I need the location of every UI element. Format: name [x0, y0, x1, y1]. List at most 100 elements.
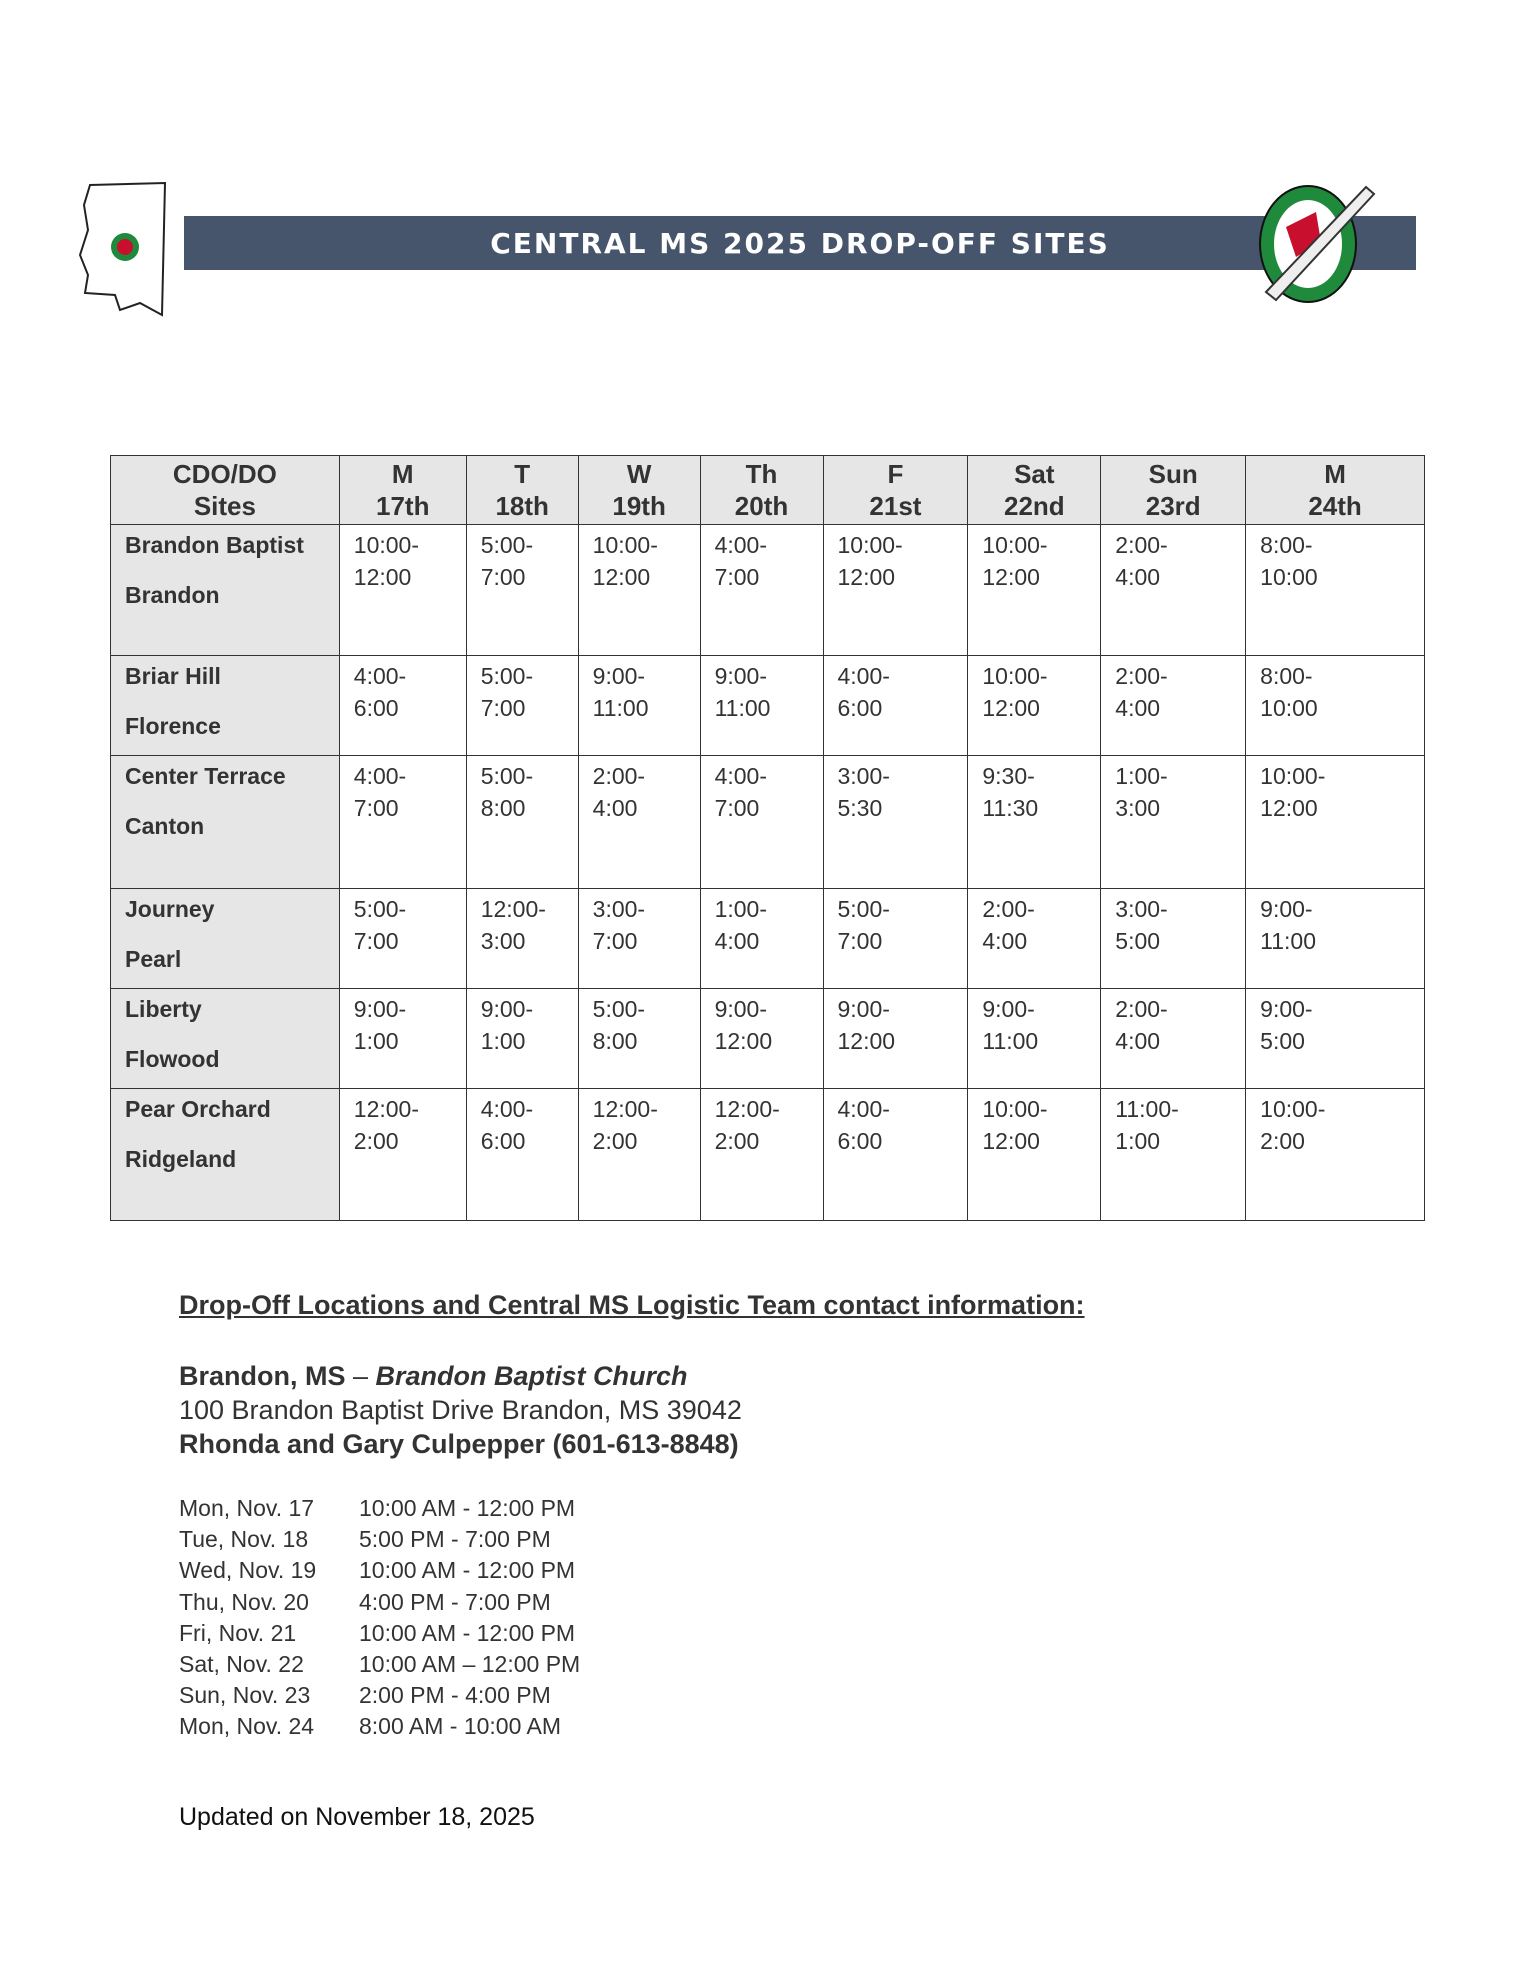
time-end: 2:00: [1260, 1128, 1305, 1154]
time-start: 2:00-: [592, 763, 646, 789]
time-start: 10:00-: [982, 1096, 1048, 1122]
time-start: 1:00-: [1115, 763, 1168, 789]
site-cell: Briar Hill Florence: [110, 655, 340, 756]
column-header-line2: 21st: [869, 491, 922, 521]
schedule-time: 2:00 PM - 4:00 PM: [359, 1682, 551, 1709]
time-start: 10:00-: [837, 532, 903, 558]
time-cell: 9:30- 11:30: [967, 755, 1102, 889]
time-end: 7:00: [714, 795, 760, 821]
time-end: 7:00: [480, 695, 526, 721]
column-header-line1: T: [514, 459, 531, 489]
time-start: 4:00-: [353, 663, 407, 689]
column-header: CDO/DO Sites: [110, 455, 340, 525]
time-start: 10:00-: [982, 532, 1048, 558]
separator: –: [345, 1361, 376, 1391]
time-end: 12:00: [837, 1028, 896, 1054]
time-end: 12:00: [982, 1128, 1040, 1154]
schedule-item: Sun, Nov. 23 2:00 PM - 4:00 PM: [179, 1680, 1085, 1711]
time-cell: 4:00- 6:00: [338, 655, 467, 756]
schedule-day: Mon, Nov. 24: [179, 1713, 315, 1740]
time-end: 7:00: [592, 928, 638, 954]
column-header-line2: 17th: [376, 491, 430, 521]
time-cell: 5:00- 7:00: [465, 524, 579, 656]
column-header-line2: 22nd: [1003, 491, 1065, 521]
time-end: 7:00: [353, 928, 399, 954]
time-cell: 8:00- 10:00: [1245, 655, 1425, 756]
schedule-time: 8:00 AM - 10:00 AM: [359, 1713, 562, 1740]
time-cell: 5:00- 8:00: [577, 988, 701, 1089]
time-start: 4:00-: [837, 663, 890, 689]
time-start: 9:00-: [1260, 896, 1313, 922]
column-header-line2: 23rd: [1145, 491, 1201, 521]
time-start: 10:00-: [1260, 1096, 1326, 1122]
time-cell: 5:00- 7:00: [822, 888, 969, 989]
time-end: 5:00: [1260, 1028, 1305, 1054]
time-end: 4:00: [1115, 1028, 1161, 1054]
time-start: 9:00-: [1260, 996, 1313, 1022]
time-cell: 9:00- 11:00: [967, 988, 1102, 1089]
page-title-banner: CENTRAL MS 2025 DROP-OFF SITES: [184, 216, 1416, 270]
time-start: 5:00-: [480, 532, 534, 558]
time-end: 7:00: [714, 564, 760, 590]
location-schedule: Mon, Nov. 17 10:00 AM - 12:00 PM Tue, Nov.…: [179, 1493, 1085, 1743]
page-title: CENTRAL MS 2025 DROP-OFF SITES: [490, 226, 1110, 260]
schedule-item: Fri, Nov. 21 10:00 AM - 12:00 PM: [179, 1618, 1085, 1649]
column-header: Sat 22nd: [967, 455, 1102, 525]
schedule-day: Fri, Nov. 21: [179, 1619, 297, 1646]
column-header-line1: F: [887, 459, 904, 489]
time-end: 6:00: [837, 1128, 883, 1154]
schedule-time: 10:00 AM - 12:00 PM: [359, 1495, 576, 1521]
time-cell: 3:00- 5:30: [822, 755, 969, 889]
time-end: 12:00: [982, 564, 1040, 590]
time-cell: 2:00- 4:00: [1100, 655, 1247, 756]
table-row: Brandon Baptist Brandon 10:00- 12:00 5:00- 7:…: [110, 524, 1425, 656]
time-end: 7:00: [353, 795, 399, 821]
time-end: 7:00: [837, 928, 883, 954]
time-end: 3:00: [480, 928, 526, 954]
time-start: 12:00-: [353, 1096, 419, 1122]
site-cell: Brandon Baptist Brandon: [110, 524, 340, 656]
schedule-day: Sat, Nov. 22: [179, 1651, 304, 1678]
schedule-item: Tue, Nov. 18 5:00 PM - 7:00 PM: [179, 1524, 1085, 1555]
time-start: 5:00-: [480, 763, 534, 789]
time-start: 2:00-: [982, 896, 1035, 922]
time-cell: 2:00- 4:00: [967, 888, 1102, 989]
schedule-time: 5:00 PM - 7:00 PM: [359, 1526, 551, 1553]
time-end: 6:00: [353, 695, 399, 721]
operation-christmas-child-logo: [1259, 185, 1376, 303]
time-cell: 12:00- 2:00: [338, 1088, 467, 1221]
site-cell: Pear Orchard Ridgeland: [110, 1088, 340, 1221]
column-header: Th 20th: [699, 455, 824, 525]
time-end: 6:00: [480, 1128, 526, 1154]
time-start: 4:00-: [480, 1096, 534, 1122]
site-cell: Journey Pearl: [110, 888, 340, 989]
time-cell: 9:00- 11:00: [699, 655, 824, 756]
time-end: 4:00: [1115, 564, 1161, 590]
contact-heading: Drop-Off Locations and Central MS Logist…: [179, 1290, 1085, 1320]
updated-date: Updated on November 18, 2025: [179, 1803, 535, 1831]
column-header: T 18th: [465, 455, 579, 525]
time-cell: 2:00- 4:00: [1100, 524, 1247, 656]
time-cell: 10:00- 12:00: [822, 524, 969, 656]
time-start: 12:00-: [714, 1096, 780, 1122]
site-name: Brandon Baptist: [125, 532, 304, 558]
site-name: Journey: [125, 896, 215, 922]
time-start: 9:00-: [480, 996, 534, 1022]
time-end: 12:00: [592, 564, 651, 590]
time-end: 11:00: [592, 695, 649, 721]
time-start: 4:00-: [353, 763, 407, 789]
schedule-item: Sat, Nov. 22 10:00 AM – 12:00 PM: [179, 1649, 1085, 1680]
location-address: 100 Brandon Baptist Drive Brandon, MS 39…: [179, 1395, 742, 1425]
time-cell: 5:00- 7:00: [338, 888, 467, 989]
column-header-line2: 19th: [612, 491, 666, 521]
time-cell: 4:00- 7:00: [338, 755, 467, 889]
time-end: 1:00: [1115, 1128, 1161, 1154]
time-start: 4:00-: [714, 763, 768, 789]
time-start: 9:00-: [982, 996, 1035, 1022]
time-cell: 9:00- 12:00: [699, 988, 824, 1089]
time-start: 1:00-: [714, 896, 768, 922]
time-cell: 9:00- 12:00: [822, 988, 969, 1089]
column-header-line1: W: [626, 459, 652, 489]
column-header: F 21st: [822, 455, 969, 525]
time-end: 12:00: [837, 564, 896, 590]
